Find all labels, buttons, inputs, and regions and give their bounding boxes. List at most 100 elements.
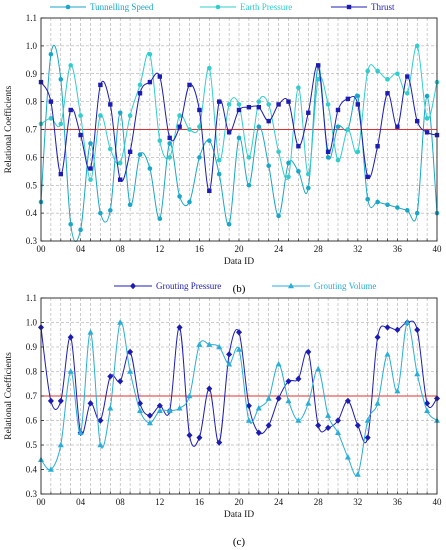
y-tick-label: 0.6 bbox=[26, 152, 38, 162]
data-point bbox=[384, 324, 391, 331]
data-point bbox=[245, 417, 252, 423]
data-point bbox=[276, 102, 281, 107]
x-tick-label: 28 bbox=[314, 497, 324, 507]
data-point bbox=[108, 208, 113, 213]
x-tick-label: 28 bbox=[314, 244, 324, 254]
data-point bbox=[88, 177, 93, 182]
series-line-0 bbox=[40, 320, 438, 447]
data-point bbox=[385, 202, 390, 208]
data-point bbox=[197, 124, 202, 130]
legend-entry: Earth Pressure bbox=[240, 2, 292, 12]
data-point bbox=[177, 194, 182, 199]
data-point bbox=[415, 118, 420, 124]
data-point bbox=[78, 227, 83, 233]
data-point bbox=[256, 105, 261, 110]
data-point bbox=[364, 434, 371, 441]
data-point bbox=[196, 434, 203, 441]
data-point bbox=[167, 155, 172, 160]
data-point bbox=[256, 99, 262, 104]
data-point bbox=[394, 387, 401, 394]
data-point bbox=[127, 113, 133, 118]
data-point bbox=[325, 102, 331, 107]
data-point bbox=[157, 138, 163, 143]
x-tick-label: 12 bbox=[155, 244, 164, 254]
data-point bbox=[77, 429, 84, 436]
data-point bbox=[424, 93, 430, 99]
data-point bbox=[167, 141, 172, 146]
data-point bbox=[88, 166, 93, 171]
y-tick-label: 1.1 bbox=[26, 13, 37, 23]
x-tick-label: 32 bbox=[353, 497, 362, 507]
x-tick-label: 16 bbox=[195, 244, 205, 254]
data-point bbox=[48, 116, 54, 121]
data-point bbox=[256, 124, 262, 130]
data-point bbox=[207, 138, 212, 143]
data-point bbox=[176, 405, 183, 411]
data-point bbox=[414, 326, 421, 334]
caption: (b) bbox=[233, 283, 246, 295]
data-point bbox=[385, 77, 390, 82]
data-point bbox=[384, 351, 391, 357]
y-tick-label: 0.8 bbox=[26, 367, 38, 377]
data-point bbox=[137, 407, 143, 413]
y-tick-label: 0.8 bbox=[26, 97, 38, 107]
data-point bbox=[57, 397, 64, 405]
data-point bbox=[216, 157, 222, 163]
chart-c: 0.3 0.4 0.5 0.6 0.7 0.8 0.9 1.0 1.1 00 04 08 12 16 20 2… bbox=[3, 281, 442, 548]
data-point bbox=[108, 146, 113, 152]
data-point bbox=[315, 422, 322, 429]
data-point bbox=[246, 105, 252, 110]
data-point bbox=[57, 441, 64, 448]
x-tick-label: 36 bbox=[393, 244, 403, 254]
data-point bbox=[97, 417, 104, 424]
data-point bbox=[236, 102, 242, 107]
data-point bbox=[176, 324, 183, 331]
data-point bbox=[197, 107, 202, 113]
data-point bbox=[306, 185, 311, 191]
data-point bbox=[286, 99, 291, 104]
data-point bbox=[355, 102, 360, 107]
data-point bbox=[67, 368, 74, 374]
data-point bbox=[127, 368, 134, 374]
data-point bbox=[236, 135, 242, 141]
data-point bbox=[385, 91, 390, 96]
y-tick-label: 0.5 bbox=[26, 440, 38, 450]
data-point bbox=[375, 68, 380, 74]
data-point bbox=[286, 174, 291, 180]
data-point bbox=[404, 319, 411, 325]
data-point bbox=[424, 400, 431, 407]
data-point bbox=[335, 429, 341, 436]
y-axis-title: Relational Coefficients bbox=[3, 352, 14, 440]
x-tick-label: 16 bbox=[195, 497, 205, 507]
data-point bbox=[374, 400, 381, 406]
data-point bbox=[156, 402, 163, 409]
data-point bbox=[226, 130, 232, 135]
data-point bbox=[255, 405, 262, 411]
data-point bbox=[217, 99, 222, 104]
data-point bbox=[197, 155, 202, 160]
data-point bbox=[365, 68, 371, 74]
legend: Grouting Pressure Grouting Volume bbox=[114, 281, 376, 291]
data-point bbox=[354, 422, 361, 429]
legend-marker bbox=[215, 4, 221, 10]
data-point bbox=[375, 144, 380, 149]
data-point bbox=[266, 163, 272, 169]
y-tick-label: 0.9 bbox=[26, 69, 38, 79]
data-point bbox=[216, 439, 223, 446]
data-point bbox=[374, 334, 381, 341]
data-point bbox=[296, 85, 301, 90]
data-point bbox=[68, 107, 73, 113]
data-point bbox=[265, 422, 272, 429]
data-point bbox=[196, 341, 203, 347]
data-point bbox=[147, 79, 153, 85]
data-point bbox=[364, 417, 371, 423]
x-tick-label: 40 bbox=[433, 497, 443, 507]
x-tick-label: 40 bbox=[433, 244, 443, 254]
data-point bbox=[78, 132, 83, 138]
data-point bbox=[246, 182, 252, 188]
data-point bbox=[117, 378, 124, 385]
y-axis-title: Relational Coefficients bbox=[3, 85, 14, 173]
data-point bbox=[177, 124, 182, 129]
data-point bbox=[325, 155, 331, 160]
